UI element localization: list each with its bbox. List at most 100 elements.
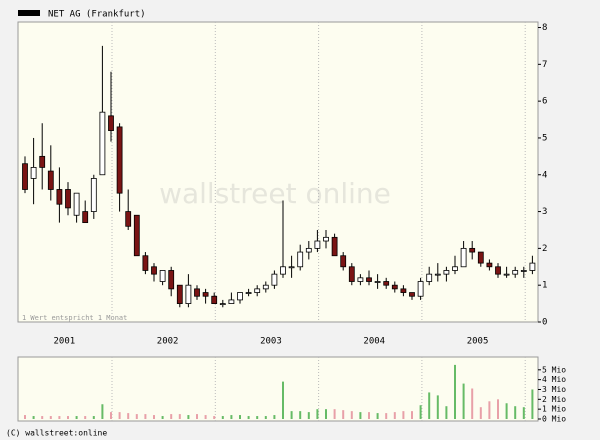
volume-bar <box>49 416 52 419</box>
candle-body <box>133 214 140 257</box>
volume-bar <box>342 410 345 419</box>
volume-bar <box>127 413 130 419</box>
volume-bar <box>264 416 267 419</box>
candle-body <box>65 189 71 209</box>
y-tick-label: 5 Mio <box>542 365 566 374</box>
candle-body <box>82 211 89 224</box>
annotation: 1 Wert entspricht 1 Monat <box>22 314 127 322</box>
volume-bar <box>385 413 388 419</box>
candle-body <box>477 251 484 264</box>
volume-bar <box>247 416 250 419</box>
candle-body <box>409 292 415 297</box>
candle-body <box>228 299 235 304</box>
candle-body <box>245 292 252 294</box>
candle-body <box>400 288 407 293</box>
candle-body <box>151 266 157 275</box>
candle-body <box>469 247 476 253</box>
candle-body <box>168 270 175 290</box>
y-tick-label: 1 Mio <box>542 405 566 414</box>
volume-bar <box>170 414 173 419</box>
volume-bar <box>282 381 284 419</box>
y-tick-label: 2 <box>542 244 547 254</box>
volume-bar <box>531 389 534 419</box>
candle-body <box>142 255 149 271</box>
volume-bar <box>514 406 517 419</box>
volume-bar <box>92 416 95 419</box>
candle-body <box>219 303 226 305</box>
volume-bar <box>333 409 336 419</box>
candle-body <box>56 189 63 205</box>
volume-bar <box>273 415 276 419</box>
volume-bar <box>144 414 147 419</box>
candle-body <box>357 277 364 282</box>
volume-bar <box>299 411 302 419</box>
candle-body <box>323 236 329 242</box>
y-tick-label: 0 <box>542 318 547 328</box>
x-tick-label: 2001 <box>54 337 76 347</box>
candle-body <box>305 247 312 253</box>
candle-body <box>288 266 295 269</box>
candle-body <box>434 273 441 276</box>
volume-bar <box>522 407 525 419</box>
volume-bar <box>153 415 155 419</box>
candle-body <box>185 284 192 304</box>
candle-body <box>237 292 243 301</box>
volume-bar <box>471 388 474 419</box>
candle-body <box>486 262 493 268</box>
volume-bar <box>462 383 465 419</box>
volume-bar <box>118 412 121 419</box>
candle-body <box>331 236 338 257</box>
volume-bar <box>497 399 499 419</box>
candle-body <box>176 284 183 304</box>
candle-body <box>125 211 132 227</box>
volume-bar <box>419 405 422 419</box>
legend-swatch <box>18 10 40 16</box>
volume-bar <box>307 412 310 419</box>
volume-bar <box>316 409 319 419</box>
volume-bar <box>454 364 456 419</box>
candle-body <box>159 270 166 282</box>
volume-bar <box>204 415 207 419</box>
volume-bar <box>350 411 353 419</box>
candle-body <box>90 178 97 212</box>
watermark: wallstreet online <box>159 177 391 210</box>
candle-body <box>495 266 501 275</box>
y-tick-label: 8 <box>542 23 547 33</box>
volume-bar <box>436 395 439 419</box>
candle-body <box>211 295 218 304</box>
x-tick-label: 2002 <box>157 337 179 347</box>
x-tick-label: 2004 <box>363 337 385 347</box>
y-tick-label: 0 Mio <box>542 415 566 424</box>
candle-body <box>39 155 46 168</box>
candle-body <box>348 266 355 282</box>
candle-body <box>426 273 433 282</box>
y-tick-label: 4 <box>542 170 547 180</box>
volume-bar <box>84 416 87 419</box>
legend-label: NET AG (Frankfurt) <box>48 10 146 20</box>
volume-bar <box>213 416 216 419</box>
y-tick-label: 5 <box>542 133 547 143</box>
volume-bar <box>41 416 44 419</box>
volume-bar <box>110 412 112 419</box>
x-tick-label: 2003 <box>260 337 282 347</box>
plot-area <box>17 21 539 323</box>
volume-bar <box>402 411 405 419</box>
candle-body <box>520 270 527 272</box>
y-tick-label: 7 <box>542 60 547 70</box>
y-tick-label: 3 <box>542 207 547 217</box>
y-tick-label: 6 <box>542 97 547 107</box>
volume-bar <box>221 416 224 419</box>
volume-bar <box>178 414 181 419</box>
candle-body <box>202 292 209 297</box>
candle-body <box>262 284 269 290</box>
candle-body <box>297 251 304 268</box>
y-tick-label: 3 Mio <box>542 385 566 394</box>
y-tick-label: 4 Mio <box>542 375 566 384</box>
candle-body <box>271 273 278 286</box>
volume-bar <box>239 415 241 419</box>
candle-body <box>47 170 54 190</box>
candle-body <box>22 163 28 190</box>
candle-body <box>417 281 424 297</box>
volume-bar <box>393 412 396 419</box>
